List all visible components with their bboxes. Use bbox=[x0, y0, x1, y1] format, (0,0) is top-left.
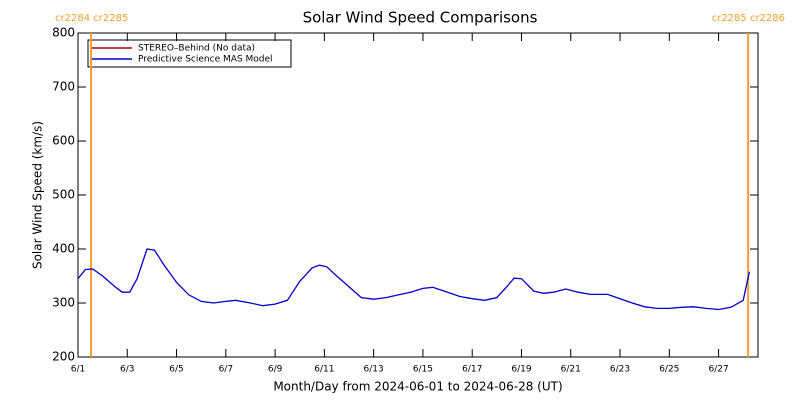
y-tick-label: 200 bbox=[52, 350, 75, 364]
y-tick-label: 300 bbox=[52, 296, 75, 310]
y-tick-label: 500 bbox=[52, 188, 75, 202]
x-tick-label: 6/23 bbox=[610, 365, 630, 375]
x-tick-label: 6/25 bbox=[659, 365, 679, 375]
legend-label: Predictive Science MAS Model bbox=[138, 55, 273, 65]
x-tick-label: 6/7 bbox=[219, 365, 233, 375]
marker-label: cr2284 cr2285 bbox=[55, 13, 128, 24]
y-tick-label: 600 bbox=[52, 134, 75, 148]
x-tick-label: 6/21 bbox=[561, 365, 581, 375]
y-axis-title: Solar Wind Speed (km/s) bbox=[31, 121, 45, 269]
y-tick-label: 800 bbox=[52, 26, 75, 40]
x-tick-label: 6/17 bbox=[462, 365, 482, 375]
chart-title: Solar Wind Speed Comparisons bbox=[303, 9, 538, 27]
series-line bbox=[77, 248, 751, 311]
x-axis-title: Month/Day from 2024-06-01 to 2024-06-28 … bbox=[273, 380, 562, 394]
x-tick-label: 6/5 bbox=[169, 365, 183, 375]
legend-box bbox=[87, 39, 292, 68]
x-tick-label: 6/9 bbox=[268, 365, 283, 375]
legend-label: STEREO–Behind (No data) bbox=[138, 44, 255, 54]
x-tick-label: 6/13 bbox=[364, 365, 384, 375]
x-tick-label: 6/19 bbox=[511, 365, 531, 375]
x-tick-label: 6/1 bbox=[71, 365, 85, 375]
y-tick-label: 400 bbox=[52, 242, 75, 256]
x-tick-label: 6/27 bbox=[708, 365, 728, 375]
y-tick-label: 700 bbox=[52, 80, 75, 94]
x-tick-label: 6/11 bbox=[314, 365, 334, 375]
x-tick-label: 6/15 bbox=[413, 365, 433, 375]
marker-label: cr2285 cr2286 bbox=[712, 13, 785, 24]
x-tick-label: 6/3 bbox=[120, 365, 134, 375]
